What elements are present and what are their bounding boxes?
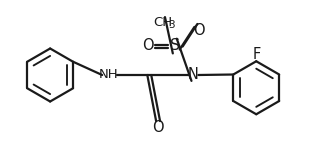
Text: 3: 3: [168, 20, 175, 30]
Text: S: S: [170, 38, 180, 53]
Text: O: O: [194, 23, 205, 38]
Text: O: O: [152, 120, 164, 135]
Text: NH: NH: [99, 69, 119, 81]
Text: N: N: [188, 68, 199, 82]
Text: F: F: [252, 47, 260, 62]
Text: CH: CH: [153, 16, 173, 30]
Text: O: O: [143, 38, 154, 53]
